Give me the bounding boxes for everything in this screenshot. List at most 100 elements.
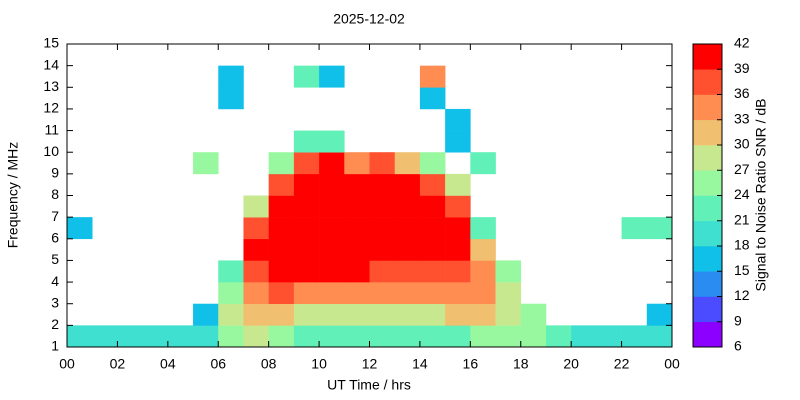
heatmap-cell xyxy=(268,325,295,348)
y-tick-label: 5 xyxy=(51,251,59,267)
heatmap-cell xyxy=(646,325,673,348)
heatmap-cell xyxy=(67,217,93,240)
heatmap-cell xyxy=(646,303,673,326)
y-tick-label: 6 xyxy=(51,229,59,245)
heatmap-cell xyxy=(394,173,421,196)
heatmap-cell xyxy=(394,152,421,175)
colorbar-tick-label: 39 xyxy=(734,60,750,76)
heatmap-cell xyxy=(369,173,396,196)
heatmap-cell xyxy=(218,325,244,348)
heatmap-cell xyxy=(344,217,370,240)
colorbar-segment xyxy=(693,119,722,146)
heatmap-cell xyxy=(218,87,244,110)
colorbar-tick-label: 33 xyxy=(734,110,750,126)
colorbar-segment xyxy=(693,271,722,297)
colorbar-segment xyxy=(693,145,722,171)
heatmap-cell xyxy=(319,303,345,326)
colorbar-segment xyxy=(693,246,722,272)
colorbar-tick-label: 27 xyxy=(734,161,750,177)
heatmap-cell xyxy=(293,173,320,196)
heatmap-cell xyxy=(268,238,295,261)
heatmap-cell xyxy=(445,282,471,305)
heatmap-cell xyxy=(243,282,269,305)
heatmap-cell xyxy=(419,87,446,110)
colorbar-label: Signal to Noise Ratio SNR / dB xyxy=(753,99,769,292)
heatmap-cell xyxy=(293,282,320,305)
heatmap-cell xyxy=(243,195,269,218)
y-tick-label: 14 xyxy=(43,56,59,72)
chart-title: 2025-12-02 xyxy=(333,11,405,27)
x-tick-label: 20 xyxy=(563,356,579,372)
heatmap-cell xyxy=(243,217,269,240)
heatmap-cell xyxy=(419,282,446,305)
heatmap-cell xyxy=(319,195,345,218)
x-tick-label: 00 xyxy=(664,356,680,372)
heatmap-cell xyxy=(319,325,345,348)
heatmap-cell xyxy=(344,303,370,326)
heatmap-cell xyxy=(369,238,396,261)
heatmap-cell xyxy=(293,260,320,283)
heatmap-cell xyxy=(419,173,446,196)
y-tick-label: 11 xyxy=(44,121,59,137)
y-tick-label: 1 xyxy=(51,338,59,354)
y-tick-label: 2 xyxy=(51,316,59,332)
heatmap-cell xyxy=(193,152,219,175)
y-tick-label: 13 xyxy=(43,78,59,94)
heatmap-cell xyxy=(293,195,320,218)
heatmap-cell xyxy=(646,217,673,240)
heatmap-cell xyxy=(419,65,446,88)
heatmap-cell xyxy=(394,282,421,305)
heatmap-cell xyxy=(344,238,370,261)
x-tick-label: 18 xyxy=(513,356,529,372)
heatmap-cell xyxy=(268,195,295,218)
heatmap-cell xyxy=(394,260,421,283)
x-tick-label: 22 xyxy=(614,356,630,372)
heatmap-cell xyxy=(470,217,496,240)
heatmap-cell xyxy=(344,282,370,305)
x-tick-label: 02 xyxy=(110,356,126,372)
heatmap-cell xyxy=(621,325,648,348)
heatmap-cell xyxy=(369,303,396,326)
heatmap-cell xyxy=(243,238,269,261)
heatmap-cell xyxy=(470,260,496,283)
heatmap-cell xyxy=(319,65,345,88)
y-tick-label: 4 xyxy=(51,273,59,289)
colorbar-tick-label: 6 xyxy=(734,338,742,354)
heatmap-cell xyxy=(369,195,396,218)
heatmap-cell xyxy=(67,325,93,348)
heatmap-cell xyxy=(520,303,547,326)
heatmap-cell xyxy=(394,325,421,348)
colorbar-segment xyxy=(693,220,722,247)
heatmap-cell xyxy=(293,303,320,326)
heatmap-cell xyxy=(344,152,370,175)
heatmap-cell xyxy=(92,325,118,348)
colorbar-tick-label: 12 xyxy=(734,287,750,303)
heatmap-cell xyxy=(419,195,446,218)
colorbar-segment xyxy=(693,69,722,95)
heatmap-cell xyxy=(419,217,446,240)
heatmap-cell xyxy=(445,108,471,131)
heatmap-cell xyxy=(293,217,320,240)
heatmap-cell xyxy=(419,260,446,283)
y-axis-label: Frequency / MHz xyxy=(5,142,21,249)
heatmap-cell xyxy=(344,173,370,196)
heatmap-cell xyxy=(470,152,496,175)
heatmap-cell xyxy=(243,260,269,283)
y-tick-label: 8 xyxy=(51,186,59,202)
heatmap-cell xyxy=(495,325,522,348)
colorbar-segment xyxy=(693,296,722,323)
heatmap-cell xyxy=(369,282,396,305)
colorbar-tick-label: 9 xyxy=(734,312,742,328)
heatmap-cell xyxy=(394,195,421,218)
heatmap-cell xyxy=(445,195,471,218)
heatmap-cell xyxy=(319,130,345,153)
heatmap-cell xyxy=(445,260,471,283)
heatmap-cell xyxy=(319,173,345,196)
heatmap-cell xyxy=(369,325,396,348)
heatmap-cell xyxy=(621,217,648,240)
heatmap-cell xyxy=(218,303,244,326)
heatmap-cell xyxy=(319,152,345,175)
colorbar-segment xyxy=(693,44,722,70)
heatmap-cell xyxy=(319,282,345,305)
heatmap-cell xyxy=(445,217,471,240)
